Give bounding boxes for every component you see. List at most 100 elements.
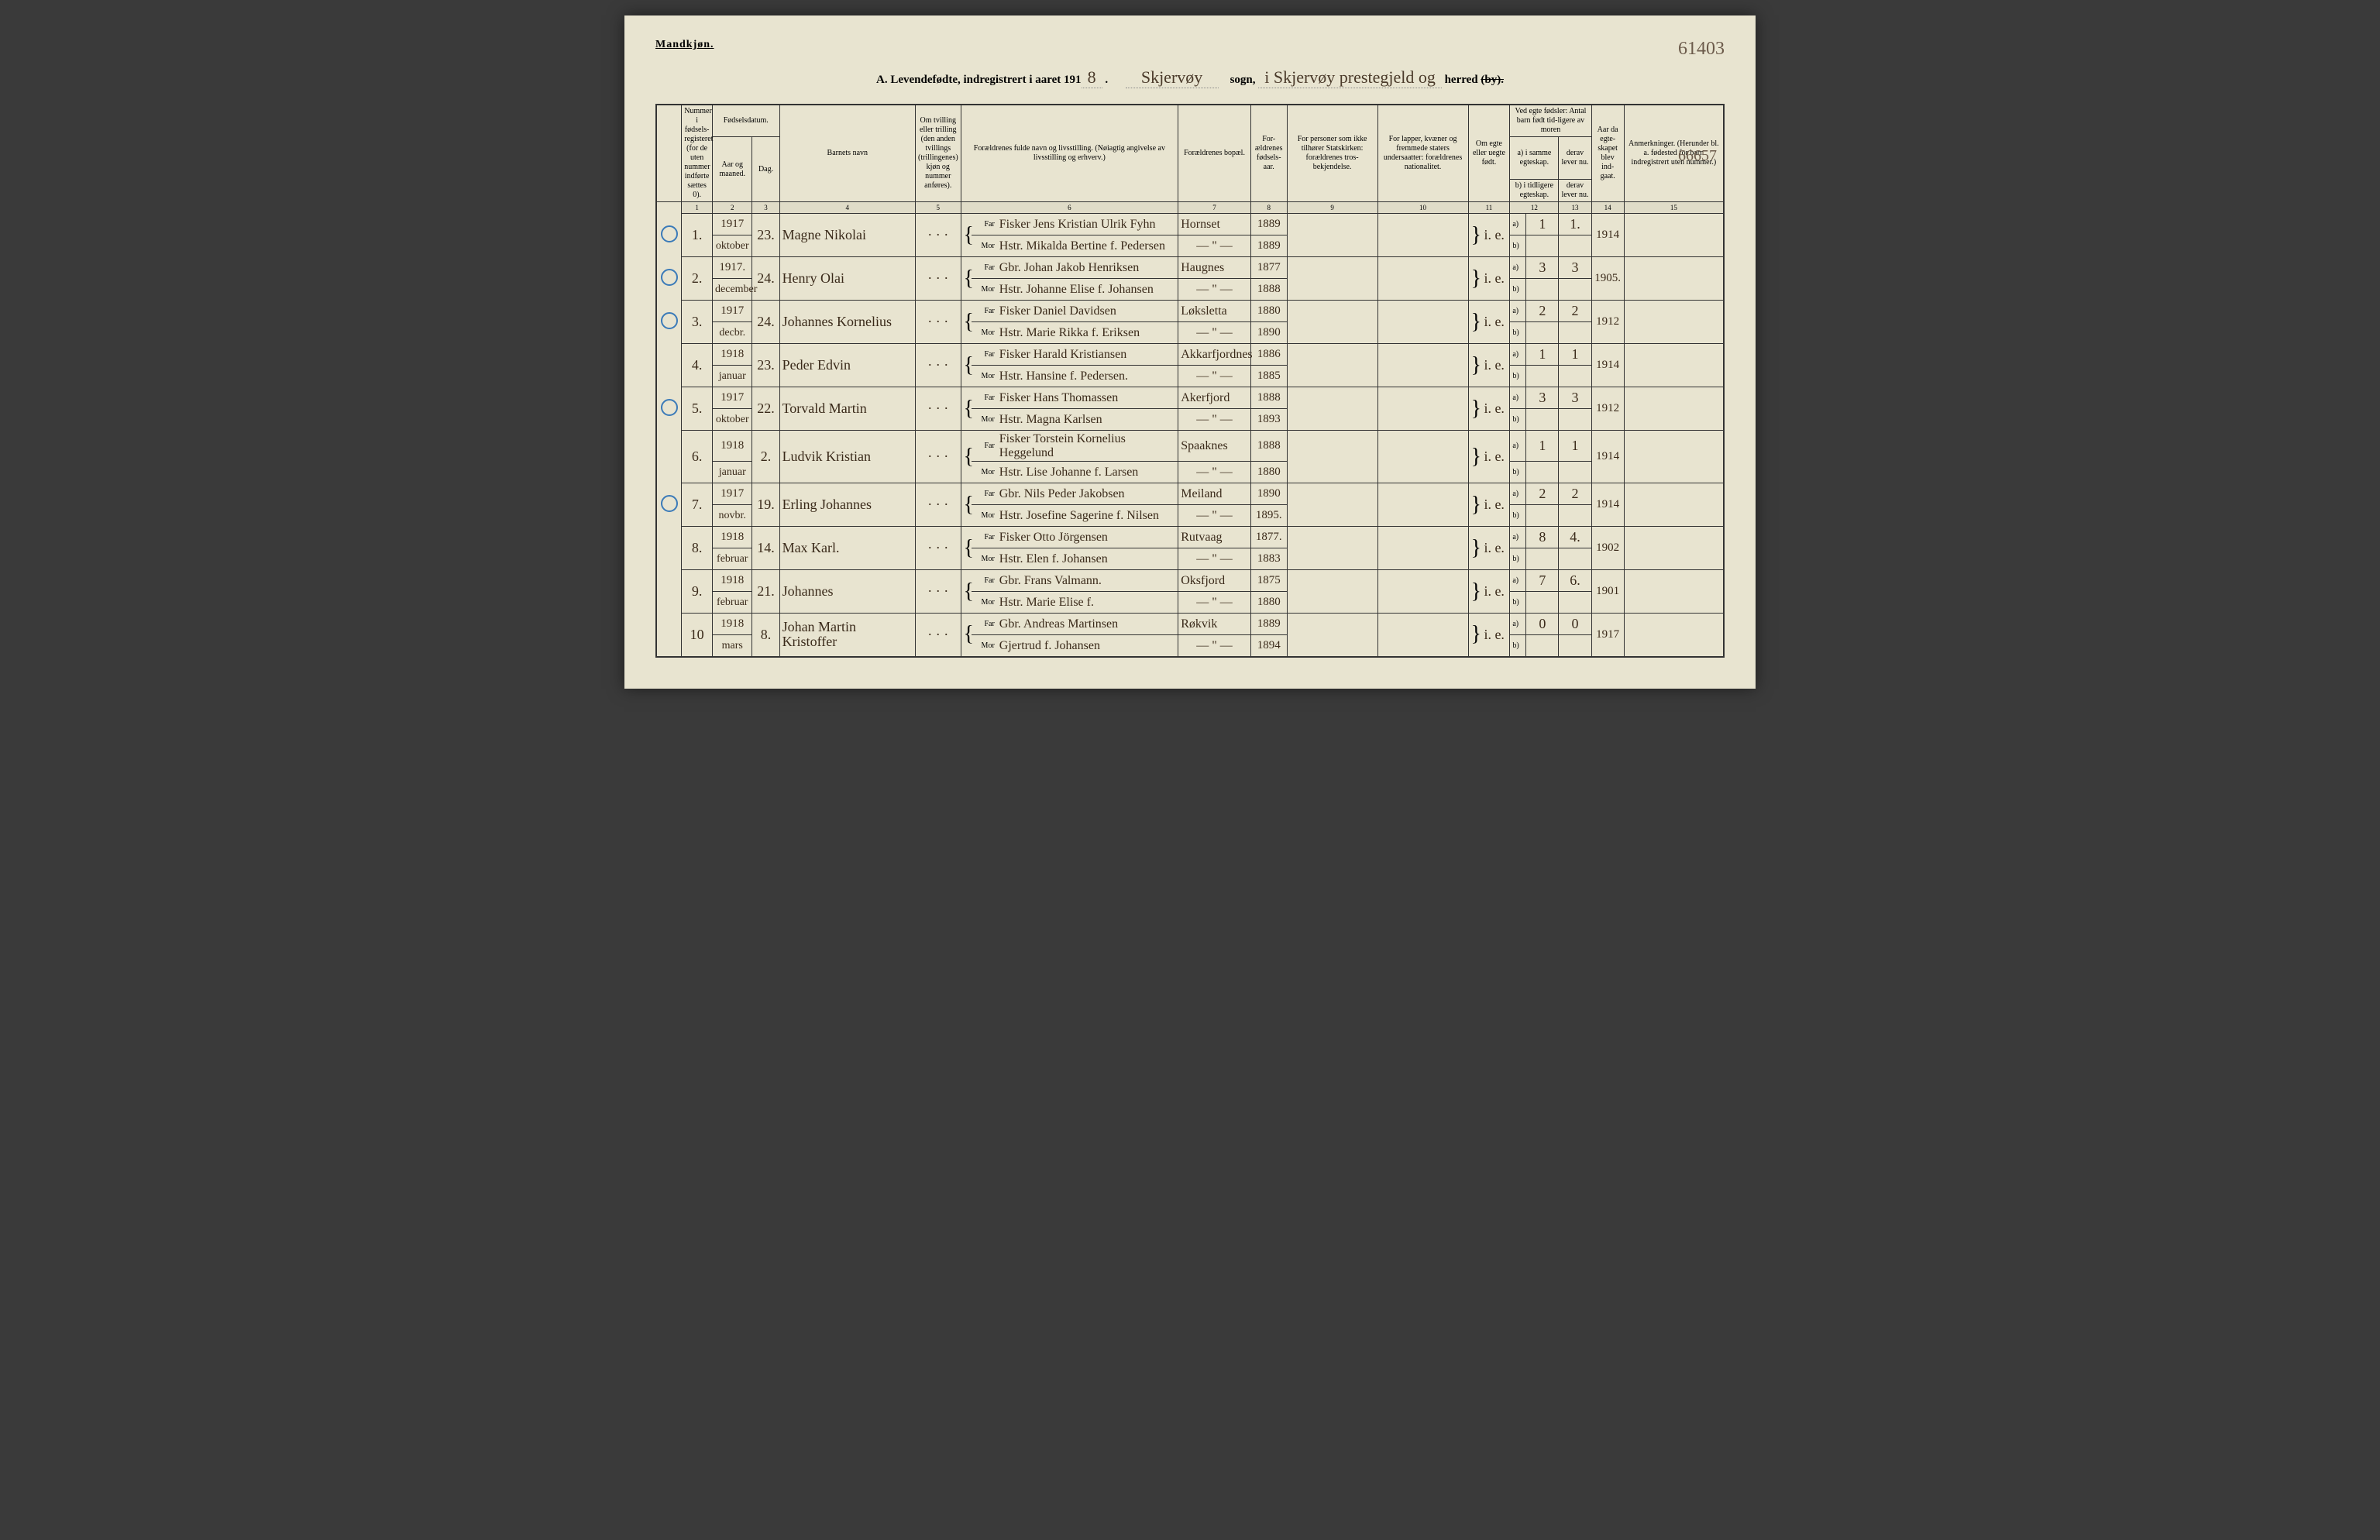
birth-day: 23. (752, 344, 779, 387)
twin-cell: · · · (916, 431, 961, 483)
nationality-cell (1377, 344, 1468, 387)
table-row: 7.191719.Erling Johannes· · ·{FarGbr. Ni… (656, 483, 1724, 505)
col12-b (1526, 462, 1559, 483)
child-name: Henry Olai (779, 257, 915, 301)
row-number: 10 (682, 614, 713, 657)
circle-cell (656, 257, 682, 301)
birth-year: 1918 (713, 570, 752, 592)
prestegjeld-script: i Skjervøy prestegjeld og (1258, 67, 1442, 88)
residence-mor: — " — (1178, 235, 1251, 257)
twin-cell: · · · (916, 214, 961, 257)
circle-mark-icon (661, 269, 678, 286)
col13-b (1559, 505, 1591, 527)
marriage-year: 1917 (1591, 614, 1624, 657)
birth-month: december (713, 279, 752, 301)
birth-day: 21. (752, 570, 779, 614)
sub-b-label: b) (1510, 279, 1526, 301)
far-label: Far (972, 570, 997, 592)
nationality-cell (1377, 570, 1468, 614)
col-10: For lapper, kvæner og fremmede staters u… (1377, 105, 1468, 202)
gender-label: Mandkjøn. (655, 39, 714, 60)
col12-a: 7 (1526, 570, 1559, 592)
father-name: Fisker Hans Thomassen (997, 387, 1178, 409)
far-label: Far (972, 301, 997, 322)
birth-day: 2. (752, 431, 779, 483)
table-body: 1.191723.Magne Nikolai· · ·{FarFisker Je… (656, 214, 1724, 657)
residence-mor: — " — (1178, 635, 1251, 657)
father-birthyear: 1875 (1250, 570, 1287, 592)
brace-icon: { (961, 257, 972, 301)
col12-b (1526, 505, 1559, 527)
register-table: Nummer i fødsels-registeret (for de uten… (655, 104, 1725, 658)
register-page: Mandkjøn. 61403 A. Levendefødte, indregi… (624, 15, 1756, 689)
mother-birthyear: 1880 (1250, 592, 1287, 614)
legitimate-cell: i. e. (1479, 431, 1510, 483)
col-11: Om egte eller uegte født. (1468, 105, 1510, 202)
twin-cell: · · · (916, 483, 961, 527)
legitimate-cell: i. e. (1479, 570, 1510, 614)
col-9: For personer som ikke tilhører Statskirk… (1287, 105, 1377, 202)
table-header: Nummer i fødsels-registeret (for de uten… (656, 105, 1724, 214)
col12-a: 8 (1526, 527, 1559, 548)
col-14: Aar da egte-skapet blev ind-gaat. (1591, 105, 1624, 202)
marriage-year: 1902 (1591, 527, 1624, 570)
father-birthyear: 1877 (1250, 257, 1287, 279)
father-name: Fisker Otto Jörgensen (997, 527, 1178, 548)
row-number: 2. (682, 257, 713, 301)
father-birthyear: 1880 (1250, 301, 1287, 322)
sub-b-label: b) (1510, 548, 1526, 570)
father-name: Gbr. Andreas Martinsen (997, 614, 1178, 635)
col13-a: 1 (1559, 344, 1591, 366)
table-row: 2.1917.24.Henry Olai· · ·{FarGbr. Johan … (656, 257, 1724, 279)
residence-far: Spaaknes (1178, 431, 1251, 462)
sogn-script: Skjervøy (1126, 67, 1219, 88)
title-printed: A. Levendefødte, indregistrert i aaret 1… (876, 74, 1082, 86)
table-row: 6.19182.Ludvik Kristian· · ·{FarFisker T… (656, 431, 1724, 462)
mor-label: Mor (972, 322, 997, 344)
legitimate-cell: i. e. (1479, 387, 1510, 431)
residence-far: Akkarfjordnes (1178, 344, 1251, 366)
child-name: Johannes (779, 570, 915, 614)
col13-a: 2 (1559, 301, 1591, 322)
col-4: Barnets navn (779, 105, 915, 202)
birth-year: 1918 (713, 431, 752, 462)
year-suffix: 8 (1082, 67, 1102, 88)
sub-b-label: b) (1510, 322, 1526, 344)
sub-a-label: a) (1510, 301, 1526, 322)
col12-b (1526, 235, 1559, 257)
brace-icon: } (1468, 431, 1479, 483)
religion-cell (1287, 483, 1377, 527)
table-row: 4.191823.Peder Edvin· · ·{FarFisker Hara… (656, 344, 1724, 366)
table-row: 5.191722.Torvald Martin· · ·{FarFisker H… (656, 387, 1724, 409)
child-name: Johan Martin Kristoffer (779, 614, 915, 657)
col-13a: derav lever nu. (1559, 137, 1591, 180)
col-12b: b) i tidligere egteskap. (1510, 180, 1559, 202)
col13-b (1559, 322, 1591, 344)
sub-b-label: b) (1510, 462, 1526, 483)
religion-cell (1287, 257, 1377, 301)
circle-cell (656, 570, 682, 614)
brace-icon: { (961, 301, 972, 344)
birth-year: 1917 (713, 301, 752, 322)
marriage-year: 1912 (1591, 387, 1624, 431)
table-row: 3.191724.Johannes Kornelius· · ·{FarFisk… (656, 301, 1724, 322)
mor-label: Mor (972, 279, 997, 301)
birth-month: januar (713, 462, 752, 483)
col13-b (1559, 279, 1591, 301)
circle-cell (656, 301, 682, 344)
col12-b (1526, 635, 1559, 657)
residence-far: Røkvik (1178, 614, 1251, 635)
twin-cell: · · · (916, 257, 961, 301)
col13-b (1559, 235, 1591, 257)
brace-icon: { (961, 214, 972, 257)
brace-icon: } (1468, 527, 1479, 570)
sub-a-label: a) (1510, 257, 1526, 279)
residence-mor: — " — (1178, 322, 1251, 344)
mother-birthyear: 1894 (1250, 635, 1287, 657)
sub-b-label: b) (1510, 592, 1526, 614)
mother-birthyear: 1888 (1250, 279, 1287, 301)
father-name: Fisker Jens Kristian Ulrik Fyhn (997, 214, 1178, 235)
mother-birthyear: 1895. (1250, 505, 1287, 527)
brace-icon: } (1468, 570, 1479, 614)
father-name: Gbr. Johan Jakob Henriksen (997, 257, 1178, 279)
